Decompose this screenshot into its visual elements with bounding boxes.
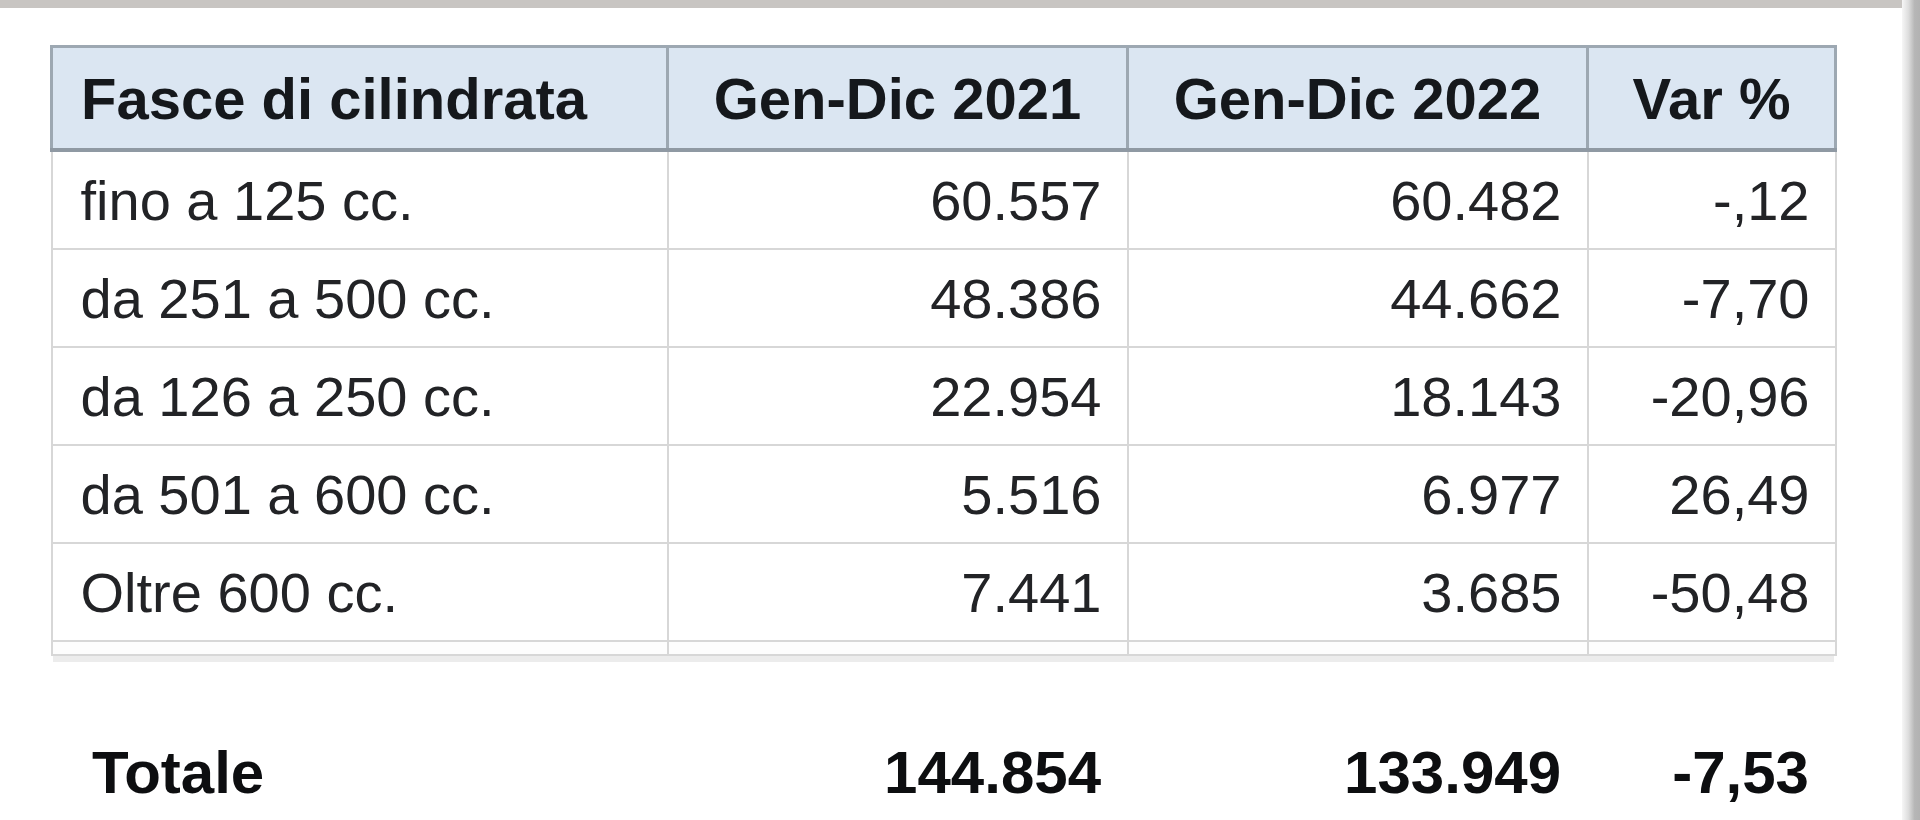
table-row: da 251 a 500 cc. 48.386 44.662 -7,70 <box>52 249 1836 347</box>
value-2022: 60.482 <box>1128 150 1588 249</box>
value-var: 26,49 <box>1588 445 1836 543</box>
value-2021: 48.386 <box>668 249 1128 347</box>
table-row: Oltre 600 cc. 7.441 3.685 -50,48 <box>52 543 1836 641</box>
row-label: da 251 a 500 cc. <box>52 249 668 347</box>
value-2021: 60.557 <box>668 150 1128 249</box>
window-right-edge <box>1902 0 1920 820</box>
row-label: da 501 a 600 cc. <box>52 445 668 543</box>
total-value-2021: 144.854 <box>666 738 1126 807</box>
value-2022: 18.143 <box>1128 347 1588 445</box>
row-label: da 126 a 250 cc. <box>52 347 668 445</box>
cilindrata-table-container: Fasce di cilindrata Gen-Dic 2021 Gen-Dic… <box>50 45 1834 656</box>
col-header-fasce: Fasce di cilindrata <box>52 47 668 151</box>
value-var: -,12 <box>1588 150 1836 249</box>
col-header-var-pct: Var % <box>1588 47 1836 151</box>
cilindrata-table: Fasce di cilindrata Gen-Dic 2021 Gen-Dic… <box>50 45 1837 656</box>
total-value-2022: 133.949 <box>1126 738 1586 807</box>
value-2022: 6.977 <box>1128 445 1588 543</box>
table-row: da 126 a 250 cc. 22.954 18.143 -20,96 <box>52 347 1836 445</box>
table-row: da 501 a 600 cc. 5.516 6.977 26,49 <box>52 445 1836 543</box>
col-header-gendic-2021: Gen-Dic 2021 <box>668 47 1128 151</box>
value-2021: 5.516 <box>668 445 1128 543</box>
value-var: -20,96 <box>1588 347 1836 445</box>
header-row: Fasce di cilindrata Gen-Dic 2021 Gen-Dic… <box>52 47 1836 151</box>
row-label: fino a 125 cc. <box>52 150 668 249</box>
table-row: fino a 125 cc. 60.557 60.482 -,12 <box>52 150 1836 249</box>
value-2022: 3.685 <box>1128 543 1588 641</box>
total-value-var: -7,53 <box>1586 738 1834 807</box>
value-2021: 7.441 <box>668 543 1128 641</box>
value-var: -7,70 <box>1588 249 1836 347</box>
row-label: Oltre 600 cc. <box>52 543 668 641</box>
value-2022: 44.662 <box>1128 249 1588 347</box>
total-label: Totale <box>50 738 666 807</box>
total-row: Totale 144.854 133.949 -7,53 <box>50 722 1834 820</box>
value-2021: 22.954 <box>668 347 1128 445</box>
window-top-edge <box>0 0 1920 8</box>
empty-spacer-row <box>52 641 1836 655</box>
value-var: -50,48 <box>1588 543 1836 641</box>
col-header-gendic-2022: Gen-Dic 2022 <box>1128 47 1588 151</box>
